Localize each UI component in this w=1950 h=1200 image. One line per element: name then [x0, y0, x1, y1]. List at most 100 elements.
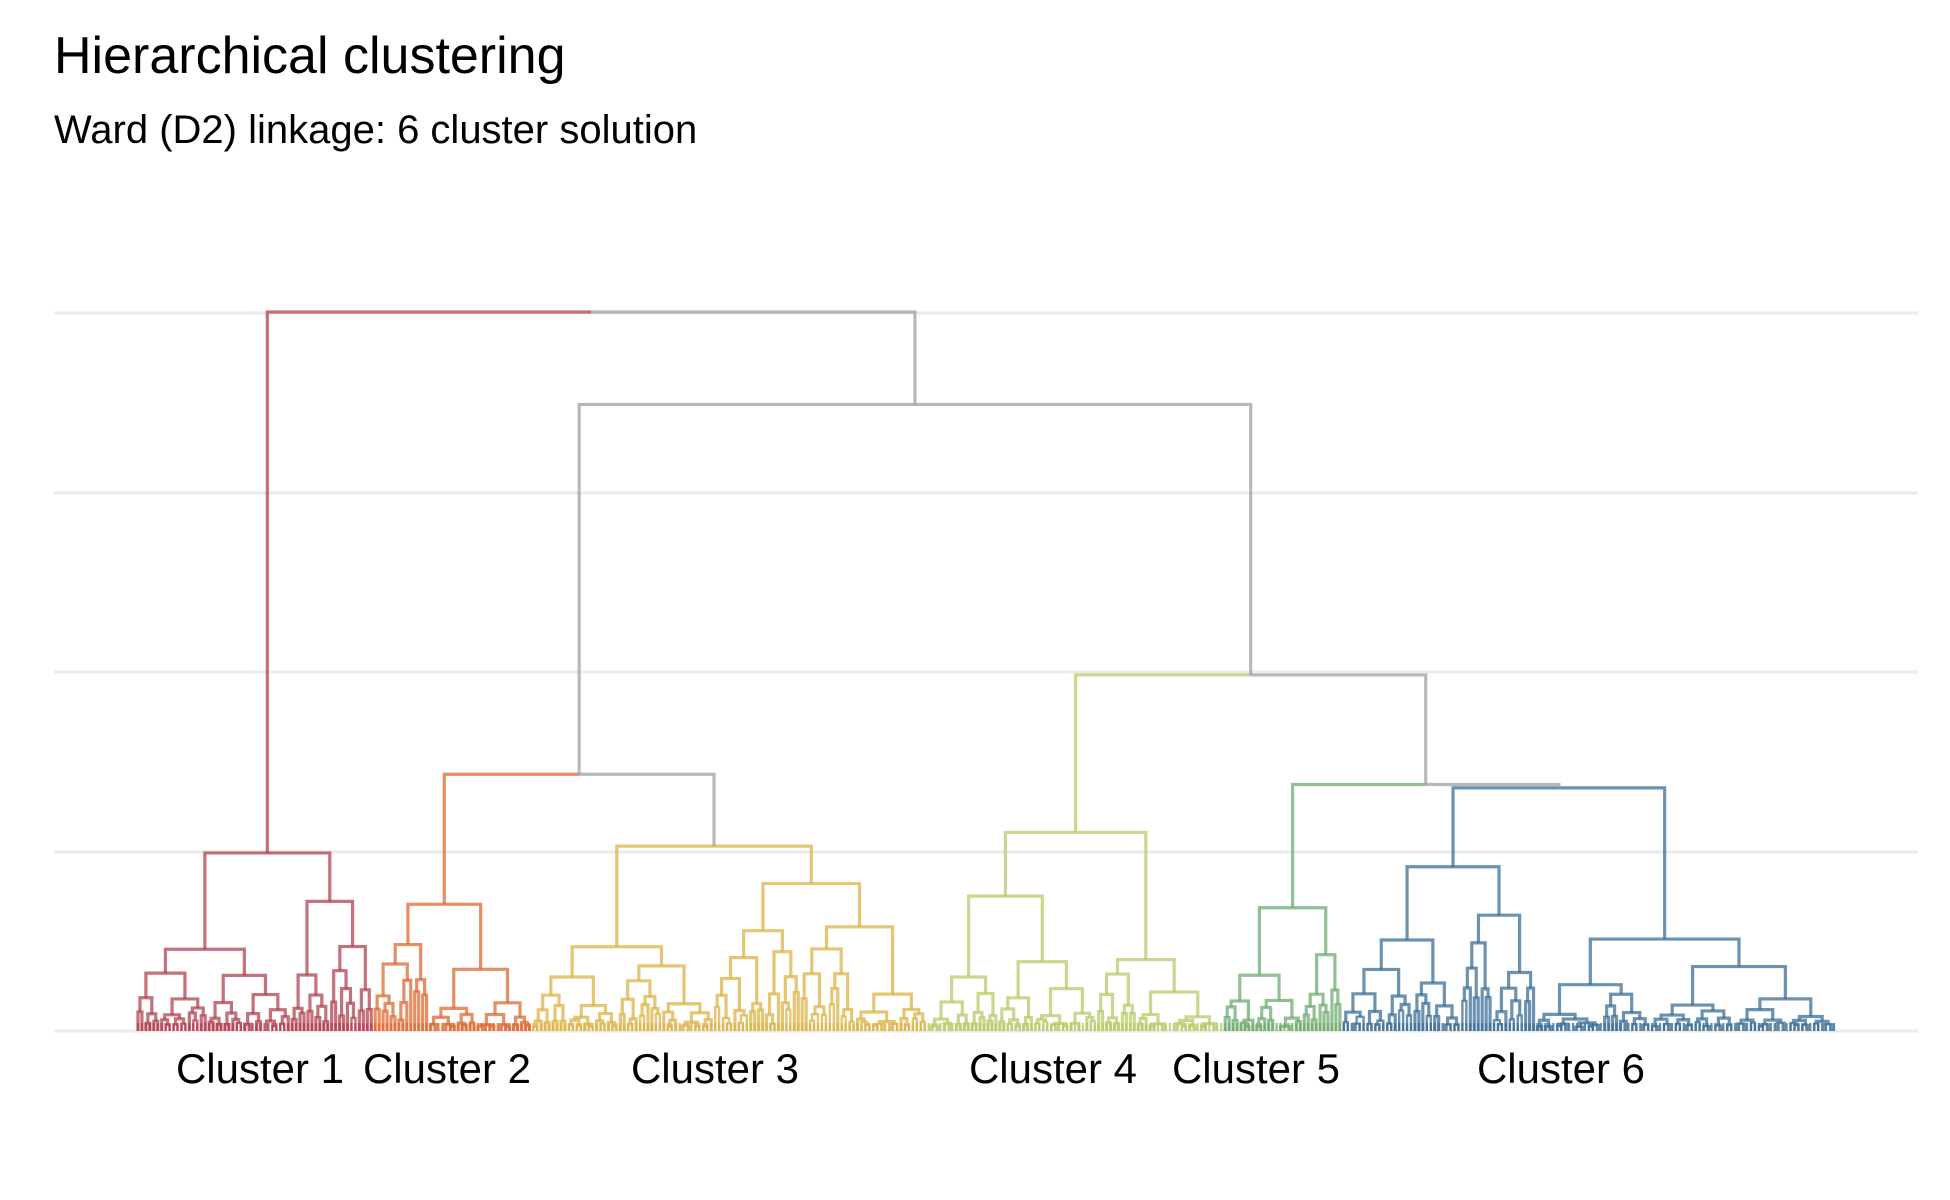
cluster-6-merge-298: [1419, 981, 1446, 1006]
cluster-6-merge-299: [1379, 938, 1435, 983]
cluster-2-merge-91: [406, 902, 483, 970]
cluster-4-merge-220: [1048, 987, 1084, 1016]
cluster-3-merge-153: [783, 975, 798, 1003]
cluster-labels: Cluster 1 Cluster 2 Cluster 3 Cluster 4 Clus…: [176, 1045, 1645, 1092]
cluster-4-merge-221: [1016, 960, 1069, 998]
cluster-3-merge-144: [757, 1008, 765, 1031]
cluster-6-merge-291: [1421, 1001, 1431, 1031]
cluster-3-merge-113: [618, 1012, 626, 1031]
cluster-4-merge-226: [1106, 1016, 1119, 1024]
cluster-3-merge-146: [728, 956, 759, 1004]
dendrogram-tree: [136, 310, 1836, 1031]
cluster-4-merge-230: [1122, 1003, 1134, 1014]
cluster-2-merge-78: [439, 1006, 469, 1018]
cluster-2-merge-65: [381, 962, 409, 996]
cluster-1-merge-19: [209, 1016, 221, 1025]
cluster-6-merge-315: [1526, 986, 1536, 1031]
cluster-6-merge-371: [1758, 997, 1813, 1017]
cluster-3-merge-126: [680, 1024, 691, 1031]
cluster-3-merge-182: [902, 1007, 921, 1019]
cluster-6-merge-301: [1462, 986, 1472, 1031]
cluster-5-merge-267: [1318, 1003, 1328, 1031]
cluster-6-merge-329: [1542, 1012, 1577, 1021]
cluster-label-2: Cluster 2: [363, 1045, 531, 1092]
cluster-3-merge-184: [824, 925, 895, 995]
cluster-6-merge-336: [1632, 1017, 1647, 1025]
cluster-1-merge-32: [268, 1008, 287, 1022]
cluster-label-3: Cluster 3: [631, 1045, 799, 1092]
cluster-6-merge-287: [1390, 994, 1407, 1015]
cluster-5-merge-253: [1229, 999, 1251, 1021]
cluster-3-merge-181: [913, 1012, 925, 1023]
cluster-3-merge-150: [785, 1008, 792, 1031]
merge-2-3-right: [579, 772, 716, 847]
cluster-6-merge-276: [1344, 1010, 1362, 1023]
cluster-6-merge-374: [1451, 786, 1667, 940]
cluster-4-merge-192: [956, 1013, 968, 1025]
cluster-2-merge-67: [421, 993, 429, 1031]
cluster-4-merge-205: [1000, 1007, 1016, 1022]
cluster-5-merge-262: [1238, 973, 1281, 1002]
cluster-6-merge-373: [1588, 937, 1741, 985]
cluster-6-merge-280: [1367, 1009, 1382, 1024]
cluster-1-merge-48: [345, 1001, 356, 1031]
merge-root-right: [591, 310, 917, 405]
cluster-6-merge-357: [1739, 1018, 1755, 1024]
cluster-3-merge-110: [597, 1011, 614, 1023]
merge-5-6-right: [1425, 782, 1561, 788]
cluster-6-merge-296: [1445, 1016, 1459, 1026]
cluster-6-merge-317: [1476, 913, 1522, 973]
cluster-6-merge-339: [1557, 983, 1623, 1015]
cluster-6-merge-288: [1362, 967, 1401, 997]
cluster-4-merge-200: [950, 975, 988, 1002]
cluster-6-merge-324: [1573, 1025, 1585, 1031]
chart-title: Hierarchical clustering: [54, 27, 566, 85]
cluster-6-merge-332: [1605, 1004, 1617, 1018]
cluster-6-merge-302: [1472, 996, 1480, 1031]
cluster-1-merge-14: [190, 1006, 205, 1016]
cluster-6-merge-349: [1696, 1017, 1709, 1027]
cluster-3-merge-154: [772, 950, 793, 994]
cluster-1-merge-54: [338, 944, 367, 990]
cluster-1-merge-29: [264, 1019, 276, 1031]
cluster-1-merge-55: [305, 899, 355, 975]
cluster-4-merge-231: [1104, 972, 1130, 1006]
cluster-4-merge-222: [966, 894, 1044, 977]
cluster-3-merge-166: [842, 1007, 854, 1022]
cluster-3-merge-125: [662, 1010, 675, 1031]
cluster-1-merge-50: [332, 969, 348, 1003]
cluster-6-merge-304: [1484, 996, 1492, 1031]
cluster-6-merge-318: [1405, 865, 1501, 941]
cluster-2-merge-57: [373, 1007, 381, 1031]
cluster-2-merge-64: [402, 978, 413, 1031]
cluster-3-merge-142: [720, 976, 742, 1011]
cluster-3-merge-120: [650, 1006, 660, 1031]
cluster-1-merge-10: [163, 1013, 182, 1020]
cluster-6-merge-359: [1759, 1023, 1770, 1031]
merge-4-56-right: [1250, 673, 1428, 785]
cluster-2-merge-63: [399, 1001, 409, 1031]
merge-23-456: [577, 402, 1253, 775]
merge-root-left: [265, 310, 592, 853]
cluster-1-merge-53: [359, 988, 371, 1011]
cluster-4-merge-244: [1148, 990, 1200, 1017]
cluster-4-merge-245: [1115, 957, 1176, 993]
cluster-4-merge-208: [1006, 996, 1031, 1018]
cluster-1-merge-44: [296, 973, 318, 1009]
cluster-label-6: Cluster 6: [1477, 1045, 1645, 1092]
cluster-label-5: Cluster 5: [1172, 1045, 1340, 1092]
cluster-3-merge-111: [579, 1003, 608, 1018]
cluster-6-merge-342: [1653, 1017, 1669, 1027]
cluster-1-merge-16: [144, 971, 187, 999]
cluster-3-merge-162: [828, 1003, 835, 1031]
cluster-3-merge-134: [570, 945, 664, 977]
cluster-3-merge-98: [553, 1003, 565, 1022]
cluster-6-merge-338: [1609, 992, 1634, 1013]
cluster-3-merge-160: [813, 1005, 826, 1016]
cluster-3-merge-102: [569, 1018, 581, 1026]
cluster-1-merge-34: [221, 973, 268, 1003]
cluster-3-merge-128: [683, 1020, 699, 1027]
cluster-4-merge-243: [1184, 1015, 1211, 1024]
cluster-4-merge-196: [972, 1010, 984, 1024]
cluster-3-merge-138: [715, 993, 728, 1019]
